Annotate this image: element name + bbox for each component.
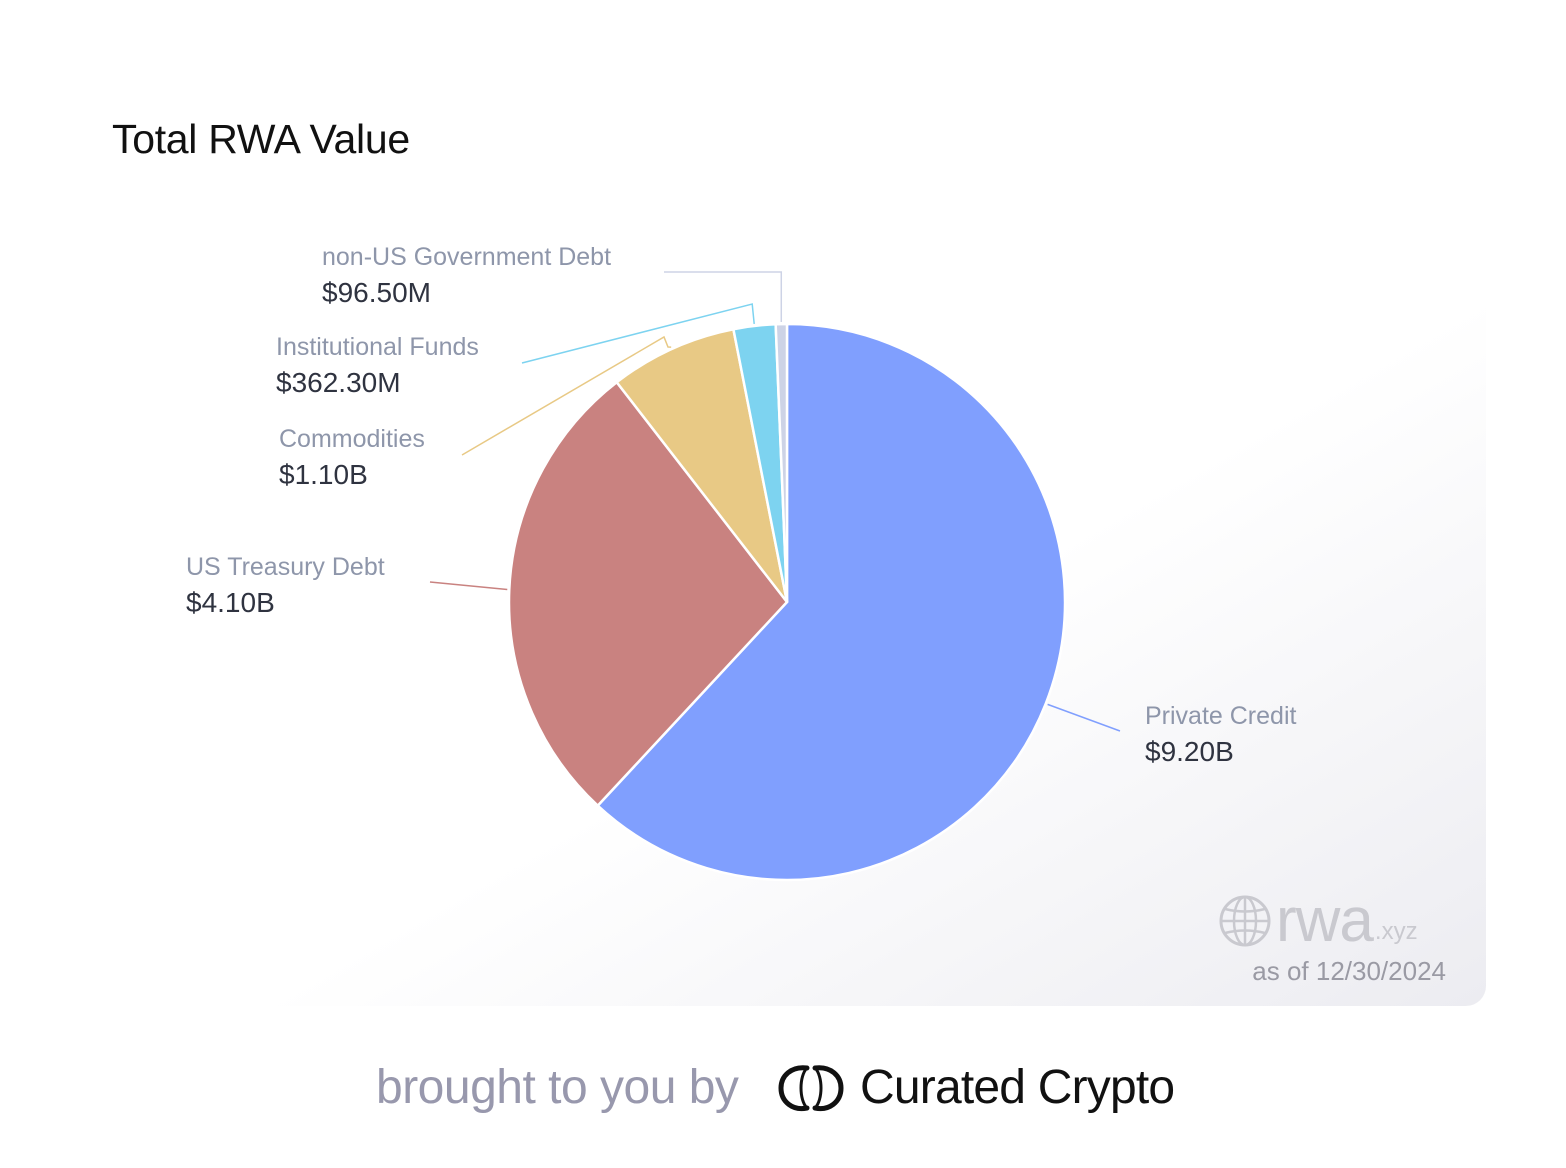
slice-value: $96.50M: [322, 277, 431, 308]
globe-icon: [1219, 895, 1271, 947]
brand-name: Curated Crypto: [860, 1061, 1175, 1114]
leader-line: [429, 581, 508, 591]
chart-title: Total RWA Value: [112, 116, 410, 162]
slice-value: $1.10B: [279, 459, 368, 490]
chart-card: Total RWA Value Private Credit $9.20B US T…: [0, 0, 1486, 1006]
slice-label: Institutional Funds: [276, 333, 479, 361]
pie-slice-commodities[interactable]: [615, 327, 789, 604]
leader-line: [521, 303, 755, 364]
watermark-suffix: .xyz: [1374, 918, 1418, 945]
slice-value: $362.30M: [276, 367, 401, 398]
rwa-watermark: rwa .xyz: [1218, 880, 1450, 952]
slice-label: non-US Government Debt: [322, 243, 611, 271]
leader-line: [461, 335, 672, 456]
slice-label: Commodities: [279, 425, 425, 453]
pie-slice-private-credit[interactable]: [596, 322, 1067, 882]
slice-label: US Treasury Debt: [186, 553, 385, 581]
pie-chart: Private Credit $9.20B US Treasury Debt $4.1…: [186, 243, 1296, 882]
pie-slice-us-treasury-debt[interactable]: [507, 380, 789, 807]
footer-credit-text: brought to you by: [376, 1061, 739, 1114]
slice-value: $4.10B: [186, 587, 275, 618]
slice-value: $9.20B: [1145, 736, 1234, 767]
slice-label: Private Credit: [1145, 702, 1296, 730]
watermark-brand: rwa: [1276, 886, 1374, 955]
as-of-date: as of 12/30/2024: [1252, 956, 1446, 986]
leader-line: [1047, 703, 1121, 732]
pie-slice-non-us-government-debt[interactable]: [774, 322, 789, 604]
leader-line: [664, 271, 783, 323]
curated-crypto-logo: [778, 1065, 844, 1112]
